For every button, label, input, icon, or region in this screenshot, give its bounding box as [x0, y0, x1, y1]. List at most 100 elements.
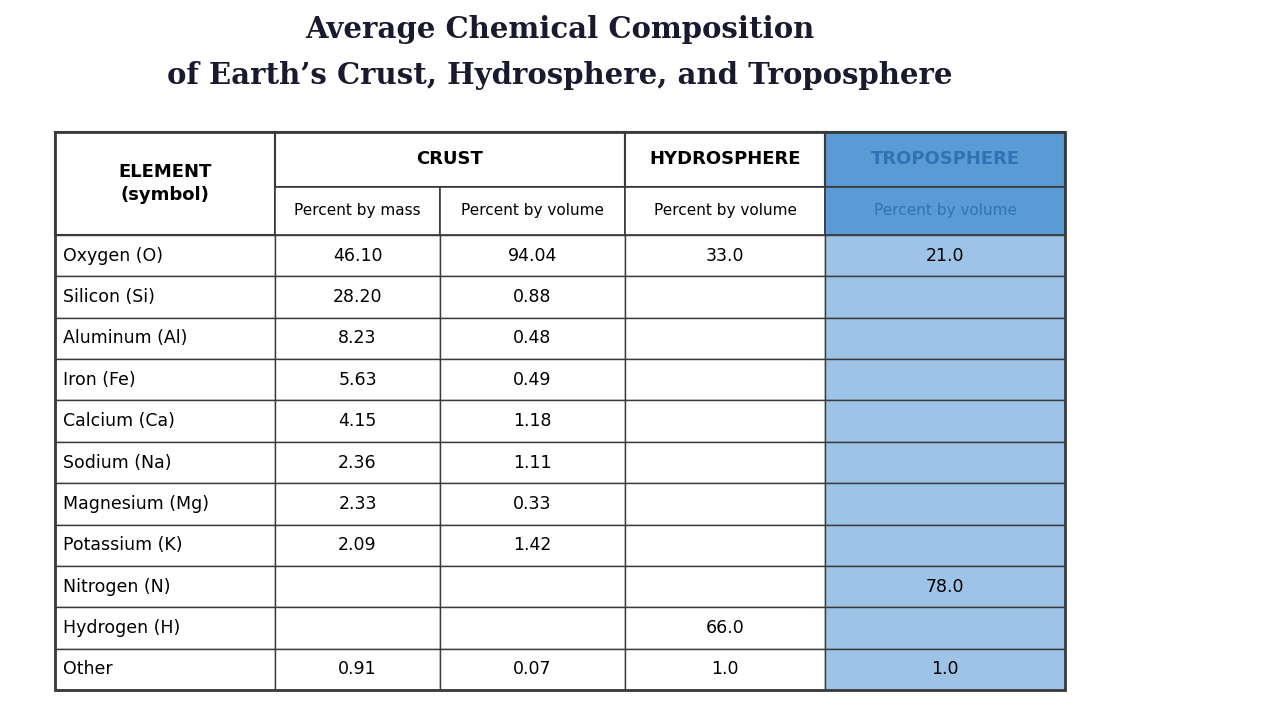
Bar — [625, 132, 826, 187]
Text: 0.49: 0.49 — [513, 371, 552, 389]
Text: CRUST: CRUST — [416, 150, 484, 168]
Bar — [826, 235, 1065, 276]
Bar — [275, 132, 625, 187]
Text: Magnesium (Mg): Magnesium (Mg) — [63, 495, 209, 513]
Text: of Earth’s Crust, Hydrosphere, and Troposphere: of Earth’s Crust, Hydrosphere, and Tropo… — [168, 60, 952, 89]
Text: 0.88: 0.88 — [513, 288, 552, 306]
Text: 21.0: 21.0 — [925, 247, 964, 265]
Bar — [625, 649, 826, 690]
Bar — [440, 525, 625, 566]
Bar — [440, 483, 625, 525]
Bar — [826, 359, 1065, 400]
Bar — [440, 607, 625, 649]
Bar — [625, 483, 826, 525]
Bar — [625, 187, 826, 235]
Text: Potassium (K): Potassium (K) — [63, 536, 183, 554]
Bar — [275, 235, 440, 276]
Text: 33.0: 33.0 — [705, 247, 744, 265]
Bar — [440, 187, 625, 235]
Bar — [440, 400, 625, 442]
Text: Hydrogen (H): Hydrogen (H) — [63, 619, 180, 637]
Bar — [826, 187, 1065, 235]
Bar — [440, 442, 625, 483]
Bar — [826, 483, 1065, 525]
Text: Percent by mass: Percent by mass — [294, 204, 421, 218]
Text: 28.20: 28.20 — [333, 288, 383, 306]
Bar — [55, 483, 275, 525]
Bar — [826, 132, 1065, 187]
Bar — [55, 566, 275, 607]
Text: Oxygen (O): Oxygen (O) — [63, 247, 163, 265]
Bar — [55, 525, 275, 566]
Text: Nitrogen (N): Nitrogen (N) — [63, 577, 170, 595]
Text: 2.09: 2.09 — [338, 536, 376, 554]
Bar — [275, 187, 440, 235]
Text: 5.63: 5.63 — [338, 371, 376, 389]
Bar — [275, 483, 440, 525]
Bar — [55, 607, 275, 649]
Bar — [275, 359, 440, 400]
Bar — [826, 442, 1065, 483]
Bar — [55, 235, 275, 276]
Text: Percent by volume: Percent by volume — [654, 204, 796, 218]
Text: 0.48: 0.48 — [513, 330, 552, 348]
Bar — [55, 132, 1065, 690]
Bar — [625, 359, 826, 400]
Bar — [440, 235, 625, 276]
Text: Percent by volume: Percent by volume — [873, 204, 1016, 218]
Text: 1.11: 1.11 — [513, 454, 552, 472]
Text: 0.07: 0.07 — [513, 660, 552, 678]
Bar — [275, 649, 440, 690]
Bar — [440, 276, 625, 318]
Bar — [55, 442, 275, 483]
Bar — [275, 276, 440, 318]
Text: Sodium (Na): Sodium (Na) — [63, 454, 172, 472]
Bar — [275, 525, 440, 566]
Bar — [625, 525, 826, 566]
Text: Silicon (Si): Silicon (Si) — [63, 288, 155, 306]
Bar — [55, 276, 275, 318]
Bar — [826, 400, 1065, 442]
Bar — [440, 566, 625, 607]
Bar — [625, 276, 826, 318]
Bar — [625, 442, 826, 483]
Bar — [55, 132, 275, 235]
Text: Other: Other — [63, 660, 113, 678]
Text: Average Chemical Composition: Average Chemical Composition — [306, 16, 814, 45]
Text: Percent by volume: Percent by volume — [461, 204, 604, 218]
Bar — [275, 607, 440, 649]
Bar — [55, 318, 275, 359]
Text: Iron (Fe): Iron (Fe) — [63, 371, 136, 389]
Bar — [826, 607, 1065, 649]
Bar — [440, 359, 625, 400]
Text: 1.0: 1.0 — [712, 660, 739, 678]
Bar — [440, 318, 625, 359]
Bar — [275, 442, 440, 483]
Bar — [275, 400, 440, 442]
Bar — [55, 359, 275, 400]
Bar — [826, 649, 1065, 690]
Bar — [625, 607, 826, 649]
Text: TROPOSPHERE: TROPOSPHERE — [870, 150, 1020, 168]
Text: 0.33: 0.33 — [513, 495, 552, 513]
Bar — [55, 400, 275, 442]
Bar — [440, 649, 625, 690]
Bar — [625, 400, 826, 442]
Text: 66.0: 66.0 — [705, 619, 745, 637]
Bar — [826, 525, 1065, 566]
Bar — [625, 566, 826, 607]
Text: 94.04: 94.04 — [508, 247, 557, 265]
Text: 1.18: 1.18 — [513, 412, 552, 430]
Bar — [625, 235, 826, 276]
Text: 78.0: 78.0 — [925, 577, 964, 595]
Text: 8.23: 8.23 — [338, 330, 376, 348]
Text: 2.33: 2.33 — [338, 495, 376, 513]
Text: 1.42: 1.42 — [513, 536, 552, 554]
Bar — [826, 318, 1065, 359]
Text: 2.36: 2.36 — [338, 454, 376, 472]
Bar — [826, 566, 1065, 607]
Text: HYDROSPHERE: HYDROSPHERE — [649, 150, 801, 168]
Bar — [275, 566, 440, 607]
Bar — [275, 318, 440, 359]
Bar — [55, 649, 275, 690]
